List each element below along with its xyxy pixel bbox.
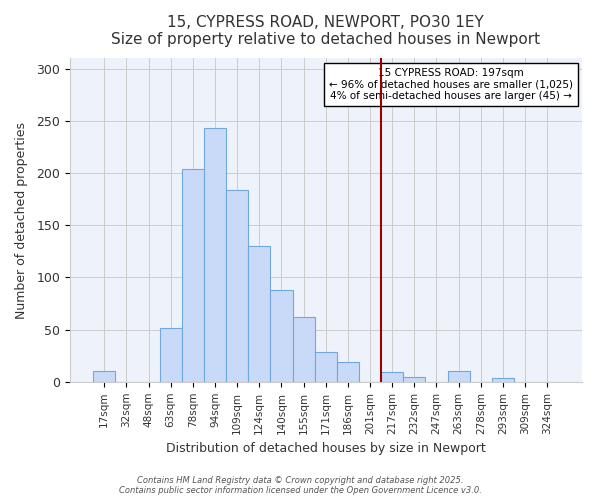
Bar [93,372,115,382]
Bar [403,376,425,382]
Bar [492,378,514,382]
Y-axis label: Number of detached properties: Number of detached properties [15,122,28,318]
Text: 15 CYPRESS ROAD: 197sqm
← 96% of detached houses are smaller (1,025)
4% of semi-: 15 CYPRESS ROAD: 197sqm ← 96% of detache… [329,68,573,101]
Title: 15, CYPRESS ROAD, NEWPORT, PO30 1EY
Size of property relative to detached houses: 15, CYPRESS ROAD, NEWPORT, PO30 1EY Size… [111,15,541,48]
Bar [160,328,182,382]
Bar [381,372,403,382]
Bar [204,128,226,382]
Text: Contains HM Land Registry data © Crown copyright and database right 2025.
Contai: Contains HM Land Registry data © Crown c… [119,476,481,495]
Bar [293,317,314,382]
Bar [314,352,337,382]
X-axis label: Distribution of detached houses by size in Newport: Distribution of detached houses by size … [166,442,485,455]
Bar [448,372,470,382]
Bar [337,362,359,382]
Bar [182,169,204,382]
Bar [248,246,271,382]
Bar [271,290,293,382]
Bar [226,190,248,382]
